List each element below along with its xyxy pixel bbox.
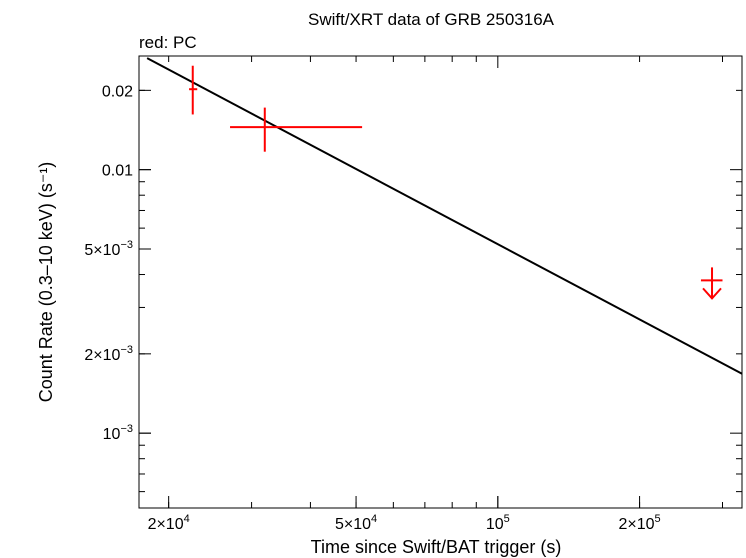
x-tick-label: 2×105 <box>618 513 660 533</box>
y-tick-label: 2×10−3 <box>84 344 133 364</box>
y-tick-label: 5×10−3 <box>84 239 133 259</box>
x-tick-label: 105 <box>486 513 510 533</box>
plot-border <box>138 55 743 509</box>
data-point <box>189 65 198 115</box>
data-point <box>230 107 363 152</box>
y-tick-label: 0.01 <box>102 163 133 180</box>
y-axis-ticks: 10−3 2×10−3 5×10−3 0.01 0.02 <box>84 83 742 493</box>
model-line-group <box>146 57 742 375</box>
data-points <box>189 65 723 300</box>
chart-subtitle: red: PC <box>139 33 197 52</box>
model-line <box>146 57 742 375</box>
upper-limit <box>700 267 723 300</box>
y-tick-label: 0.02 <box>102 83 133 100</box>
x-axis-label: Time since Swift/BAT trigger (s) <box>311 537 562 557</box>
x-tick-label: 5×104 <box>335 513 377 533</box>
x-tick-label: 2×104 <box>148 513 190 533</box>
plot-frame <box>138 55 743 509</box>
y-tick-label: 10−3 <box>103 423 133 443</box>
y-axis-label: Count Rate (0.3–10 keV) (s⁻¹) <box>36 162 56 403</box>
upper-limit-arrow <box>702 287 722 300</box>
chart-title: Swift/XRT data of GRB 250316A <box>308 10 555 29</box>
